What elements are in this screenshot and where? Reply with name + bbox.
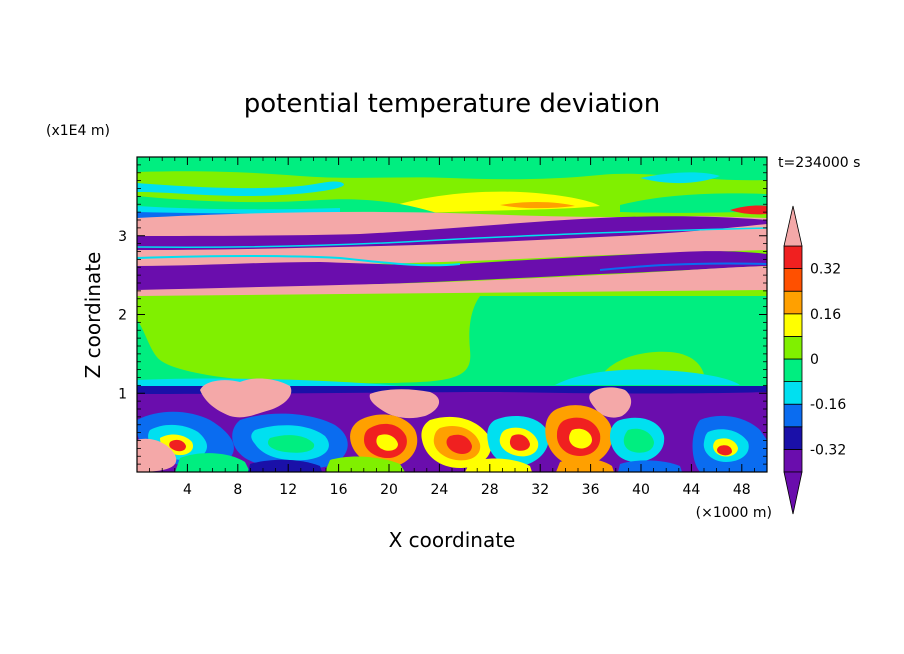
y-tick-label: 2	[118, 308, 127, 324]
y-axis: 1 2 3	[118, 164, 767, 465]
x-tick-label: 48	[733, 482, 751, 498]
plot-area	[137, 157, 767, 472]
colorbar-label: -0.16	[810, 397, 846, 413]
x-tick-label: 32	[531, 482, 549, 498]
contour-cyan-top2	[640, 172, 720, 184]
contour-purple-band1	[137, 216, 767, 250]
contour-red-eddy4	[446, 434, 472, 454]
colorbar-segment	[783, 403, 803, 428]
contour-red-eddy1	[169, 439, 186, 452]
contour-lightgreen-bottom	[325, 456, 405, 472]
colorbar-segment	[783, 313, 803, 337]
y-tick-label: 1	[118, 386, 127, 402]
colorbar-label: 0	[810, 352, 819, 368]
contour-blue-accent2	[599, 262, 767, 271]
x-axis-label: X coordinate	[389, 528, 516, 552]
contour-yellow-eddy6	[569, 428, 592, 449]
colorbar-label: 0.16	[810, 307, 841, 323]
colorbar-label: 0.32	[810, 262, 841, 278]
contour-blue-bottom	[248, 459, 322, 472]
x-tick-label: 28	[481, 482, 499, 498]
colorbar-segment	[783, 268, 803, 292]
x-tick-label: 4	[183, 482, 192, 498]
contour-pink-plume3	[589, 387, 632, 418]
contour-pink-plume2	[369, 389, 440, 419]
contour-red-eddy5	[509, 434, 530, 451]
contour-red-right	[730, 205, 767, 215]
x-tick-label: 44	[682, 482, 700, 498]
y-axis-label: Z coordinate	[81, 252, 105, 379]
contour-cyan-accent1	[137, 255, 461, 267]
y-unit-label: (x1E4 m)	[46, 123, 110, 139]
x-axis: 4 8 12 16 20 24 28 32 36 40 44 48	[149, 157, 755, 498]
chart-title: potential temperature deviation	[244, 89, 660, 119]
x-tick-label: 40	[632, 482, 650, 498]
colorbar-segment	[783, 335, 803, 360]
colorbar-segment	[783, 290, 803, 315]
contour-orange-bottom	[556, 458, 614, 472]
colorbar-under-triangle	[783, 471, 803, 515]
colorbar-segment	[783, 426, 803, 450]
colorbar: 0.32 0.16 0 -0.16 -0.32	[783, 205, 846, 515]
contour-green-top	[137, 157, 767, 181]
colorbar-label: -0.32	[810, 442, 846, 458]
colorbar-segment	[783, 381, 803, 405]
contour-cyan-bump	[555, 369, 740, 385]
contour-purple-band2	[137, 251, 767, 290]
colorbar-segment	[783, 245, 803, 270]
contour-red-eddy8	[717, 445, 732, 456]
x-tick-label: 8	[233, 482, 242, 498]
y-tick-label: 3	[118, 229, 127, 245]
colorbar-over-triangle	[783, 205, 803, 247]
contour-pink-band3	[137, 266, 767, 296]
x-tick-label: 20	[380, 482, 398, 498]
contour-green-eddy7	[623, 428, 654, 453]
contour-yellow-eddy3	[376, 434, 398, 451]
contour-pink-bottom-left	[137, 438, 177, 472]
x-tick-label: 12	[279, 482, 297, 498]
contour-lightgreen-middle	[137, 296, 480, 384]
x-unit-label: (×1000 m)	[696, 505, 772, 521]
contour-orange-top	[500, 202, 575, 209]
contour-pink-plume1	[200, 378, 292, 418]
contour-cyan-accent3	[137, 227, 767, 248]
contour-green-bottom	[175, 453, 250, 472]
contour-cyan-top	[137, 181, 344, 196]
colorbar-segment	[783, 448, 803, 473]
x-tick-label: 16	[330, 482, 348, 498]
time-label: t=234000 s	[778, 155, 860, 171]
colorbar-segment	[783, 358, 803, 383]
x-tick-label: 24	[430, 482, 448, 498]
contour-green-right	[620, 193, 767, 213]
x-tick-label: 36	[582, 482, 600, 498]
contour-green-eddy2	[267, 435, 315, 453]
